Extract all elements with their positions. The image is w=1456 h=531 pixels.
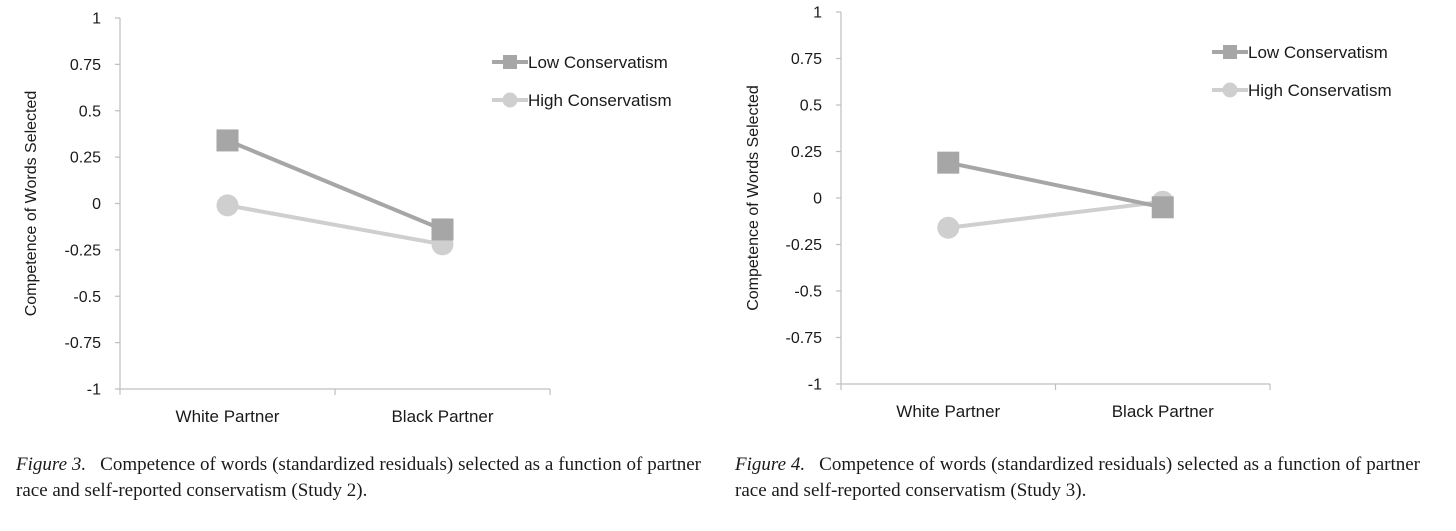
legend-marker-square: [503, 55, 517, 69]
y-axis-label: Competence of Words Selected: [23, 91, 40, 317]
y-tick-label: 0.75: [70, 57, 101, 74]
figure-caption: Figure 3. Competence of words (standardiz…: [16, 452, 701, 504]
legend-label: High Conservatism: [1248, 81, 1392, 100]
legend-label: Low Conservatism: [1248, 43, 1388, 62]
y-tick-label: -0.25: [786, 237, 823, 254]
series-line: [948, 199, 1163, 230]
legend-marker-circle: [502, 92, 518, 108]
legend-label: Low Conservatism: [528, 53, 668, 72]
caption-text: Competence of words (standardized residu…: [735, 454, 1421, 501]
y-tick-label: -0.5: [794, 284, 822, 301]
series-line: [947, 160, 1164, 210]
y-tick-label: -0.75: [786, 330, 823, 347]
y-tick-label: -1: [808, 377, 822, 394]
figure-4: 1 0.75 0.5 0.25 0 -0.25 -0.5 -0.75 -1 White Partn…: [720, 0, 1440, 531]
y-tick-label: 0.5: [800, 98, 822, 115]
y-tick-label: -0.25: [65, 242, 102, 259]
x-category-label: White Partner: [896, 402, 1000, 421]
x-category-label: Black Partner: [391, 407, 493, 426]
y-tick-label: 1: [92, 11, 101, 28]
legend-marker-circle: [1222, 82, 1238, 98]
y-axis-label: Competence of Words Selected: [745, 85, 762, 311]
x-category-label: Black Partner: [1112, 402, 1214, 421]
data-point-square: [431, 218, 454, 241]
y-tick-label: -0.75: [65, 335, 102, 352]
caption-label: Figure 4.: [735, 454, 806, 475]
legend-label: High Conservatism: [528, 91, 672, 110]
series-line: [227, 203, 443, 247]
data-point-circle: [216, 194, 239, 217]
y-tick-label: 1: [813, 5, 822, 22]
series-line: [226, 138, 444, 232]
data-point-square: [216, 129, 239, 152]
caption-label: Figure 3.: [16, 454, 87, 475]
y-tick-label: 0.75: [791, 51, 822, 68]
y-tick-label: 0.5: [79, 103, 101, 120]
y-tick-label: -1: [87, 382, 101, 399]
y-tick-label: 0.25: [791, 144, 822, 161]
y-tick-label: 0: [813, 191, 822, 208]
data-point-square: [937, 151, 960, 174]
line-chart: 1 0.75 0.5 0.25 0 -0.25 -0.5 -0.75 -1 White Partn…: [23, 11, 672, 427]
y-tick-label: 0: [92, 196, 101, 213]
data-point-square: [1151, 196, 1174, 219]
x-category-label: White Partner: [176, 407, 280, 426]
caption-text: Competence of words (standardized residu…: [16, 454, 702, 501]
line-chart: 1 0.75 0.5 0.25 0 -0.25 -0.5 -0.75 -1 White Partn…: [745, 5, 1392, 422]
figure-3: 1 0.75 0.5 0.25 0 -0.25 -0.5 -0.75 -1 White Partn…: [0, 0, 720, 531]
data-point-circle: [937, 216, 960, 239]
figure-caption: Figure 4. Competence of words (standardiz…: [735, 452, 1420, 504]
legend-marker-square: [1223, 45, 1237, 59]
y-tick-label: -0.5: [73, 289, 101, 306]
y-tick-label: 0.25: [70, 150, 101, 167]
